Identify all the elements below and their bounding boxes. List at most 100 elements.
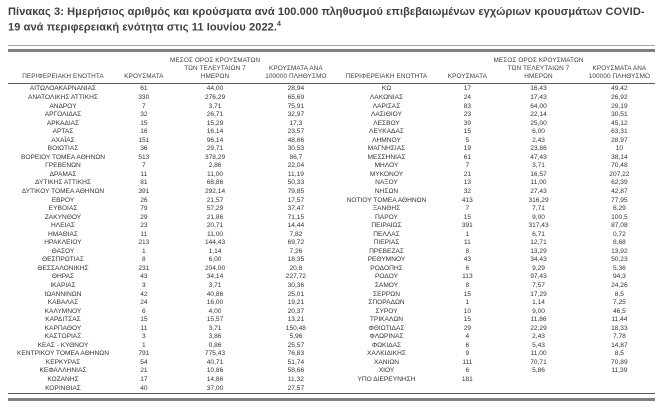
cases-cell: 11 <box>140 230 148 238</box>
region-cell: ΚΑΡΔΙΤΣΑΣ <box>45 316 81 324</box>
table-row: ΠΕΛΛΑΣ 1 6,71 0,72 <box>332 231 656 240</box>
table-row: ΥΠΟ ΔΙΕΡΕΥΝΗΣΗ 181 <box>332 376 656 385</box>
avg7-cell: 276,29 <box>204 93 226 101</box>
avg7-cell: 22,14 <box>530 111 547 119</box>
avg7-cell: 57,29 <box>206 205 224 213</box>
cases-cell: 17 <box>463 85 472 93</box>
table-row: ΚΕΡΚΥΡΑΣ 54 40,71 51,74 <box>8 359 332 368</box>
region-cell: ΗΛΕΙΑΣ <box>51 222 75 230</box>
per100k-cell: 11,19 <box>287 170 304 178</box>
per100k-cell: 7,25 <box>612 299 626 307</box>
avg7-cell: 11,00 <box>207 230 224 238</box>
cases-cell: 791 <box>138 350 150 358</box>
table-row: ΖΑΚΥΝΘΟΥ 29 21,86 71,15 <box>8 214 332 223</box>
avg7-cell: 144,43 <box>204 239 226 247</box>
table-row: ΚΩ 17 16,43 49,42 <box>332 85 656 94</box>
avg7-cell: 3,86 <box>208 333 222 341</box>
region-cell: ΚΟΖΑΝΗΣ <box>47 376 79 383</box>
table-row: ΦΩΚΙΔΑΣ 6 5,43 14,87 <box>332 342 656 351</box>
table-row: ΣΑΜΟΥ 8 7,57 24,26 <box>332 282 656 291</box>
per100k-cell: 70,48 <box>611 162 628 170</box>
avg7-cell: 16,57 <box>530 170 547 178</box>
cases-cell: 26 <box>140 196 148 204</box>
avg7-cell: 47,43 <box>530 153 547 161</box>
cases-cell: 54 <box>140 358 148 366</box>
cases-cell: 6 <box>465 367 470 375</box>
table-row: ΛΕΣΒΟΥ 39 25,00 45,12 <box>332 120 656 129</box>
cases-cell: 24 <box>140 299 148 307</box>
table-row: ΜΑΓΝΗΣΙΑΣ 19 23,86 10 <box>332 145 656 154</box>
cases-cell: 7 <box>465 162 470 170</box>
cases-cell: 32 <box>140 111 148 119</box>
table-row: ΕΥΒΟΙΑΣ 79 57,29 37,47 <box>8 205 332 214</box>
cases-cell: 4 <box>465 333 470 341</box>
table-body-right: ΚΩ 17 16,43 49,42 ΛΑΚΩΝΙΑΣ 24 17,43 26,92 ΛΑΡΙΣΑ… <box>332 84 656 384</box>
avg7-cell: 26,71 <box>206 111 224 119</box>
per100k-cell: 58,66 <box>287 367 305 375</box>
avg7-cell: 10,86 <box>206 367 224 375</box>
cases-cell: 231 <box>138 264 150 272</box>
region-cell: ΚΑΣΤΟΡΙΑΣ <box>44 333 82 341</box>
cases-cell: 413 <box>461 196 473 204</box>
per100k-cell: 11,32 <box>287 376 304 383</box>
per100k-cell: 50,23 <box>611 256 628 264</box>
region-cell: ΤΡΙΚΑΛΩΝ <box>369 316 404 324</box>
cases-cell: 15 <box>140 316 148 324</box>
region-cell: ΚΟΡΙΝΘΙΑΣ <box>45 384 81 392</box>
avg7-cell: 44,00 <box>206 85 224 93</box>
table-row: ΚΑΒΑΛΑΣ 24 16,00 19,21 <box>8 299 332 308</box>
cases-cell: 40 <box>140 384 148 392</box>
per100k-cell: 51,74 <box>287 358 305 366</box>
per100k-cell: 75,91 <box>287 102 305 110</box>
avg7-cell: 70,71 <box>530 358 547 366</box>
avg7-cell: 204,00 <box>204 264 226 272</box>
per100k-cell: 25,01 <box>287 290 305 298</box>
avg7-cell: 1,14 <box>532 299 545 307</box>
per100k-cell: 76,83 <box>287 350 305 358</box>
region-cell: ΕΥΒΟΙΑΣ <box>48 205 78 213</box>
per100k-cell: 23,57 <box>287 128 305 136</box>
per100k-cell: 7,26 <box>289 247 303 255</box>
region-cell: ΘΕΣΣΑΛΟΝΙΚΗΣ <box>37 264 89 272</box>
per100k-cell: 30,36 <box>287 281 305 289</box>
region-cell: ΑΝΑΤΟΛΙΚΗΣ ΑΤΤΙΚΗΣ <box>28 93 98 101</box>
per100k-cell: 94,3 <box>612 273 626 281</box>
region-cell: ΘΗΡΑΣ <box>51 273 75 281</box>
cases-cell: 391 <box>461 222 473 230</box>
avg7-cell: 16,00 <box>206 299 224 307</box>
region-cell: ΘΑΣΟΥ <box>51 247 75 255</box>
cases-cell: 6 <box>142 307 146 315</box>
column-header-region: ΠΕΡΙΦΕΡΕΙΑΚΗ ΕΝΟΤΗΤΑ <box>22 73 104 81</box>
per100k-cell: 65,69 <box>287 93 305 101</box>
table-row: ΡΟΔΟΠΗΣ 6 9,29 5,36 <box>332 265 656 274</box>
table-row: ΒΟΡΕΙΟΥ ΤΟΜΕΑ ΑΘΗΝΩΝ 513 378,29 86,7 <box>8 154 332 163</box>
cases-cell: 11 <box>140 170 148 178</box>
avg7-cell: 21,86 <box>206 213 224 221</box>
avg7-cell: 68,86 <box>206 179 224 187</box>
cases-cell: 1 <box>465 299 470 307</box>
table-title: Πίνακας 3: Ημερήσιος αριθμός και κρούσμα… <box>8 5 655 36</box>
per100k-cell: 86,7 <box>289 153 303 161</box>
cases-cell: 19 <box>463 145 472 153</box>
table-row: ΦΘΙΩΤΙΔΑΣ 29 22,29 18,33 <box>332 325 656 334</box>
avg7-cell: 317,43 <box>528 222 549 230</box>
per100k-cell: 100,5 <box>611 213 628 221</box>
per100k-cell: 49,42 <box>611 85 628 93</box>
column-header-per100k: ΚΡΟΥΣΜΑΤΑ ΑΝΑ 100000 ΠΛΗΘΥΣΜΟ <box>265 65 327 81</box>
table-row: ΧΑΝΙΩΝ 111 70,71 70,89 <box>332 359 656 368</box>
per100k-cell: 5,96 <box>289 333 303 341</box>
cases-cell: 10 <box>463 307 472 315</box>
per100k-cell: 48,66 <box>287 136 305 144</box>
cases-cell: 8 <box>465 281 470 289</box>
per100k-cell: 50,33 <box>287 179 305 187</box>
cases-cell: 8 <box>142 256 146 264</box>
region-cell: ΘΕΣΠΡΩΤΙΑΣ <box>41 256 84 264</box>
cases-cell: 15 <box>463 316 472 324</box>
avg7-cell: 14,86 <box>206 376 224 383</box>
cases-cell: 11 <box>463 239 471 247</box>
cases-cell: 15 <box>140 119 148 127</box>
table-row: ΡΕΘΥΜΝΟΥ 43 34,43 50,23 <box>332 256 656 265</box>
table-row: ΛΗΜΝΟΥ 5 2,43 28,97 <box>332 137 656 146</box>
region-cell: ΚΕΑΣ - ΚΥΘΝΟΥ <box>37 341 89 349</box>
region-cell: ΑΡΤΑΣ <box>52 128 74 136</box>
